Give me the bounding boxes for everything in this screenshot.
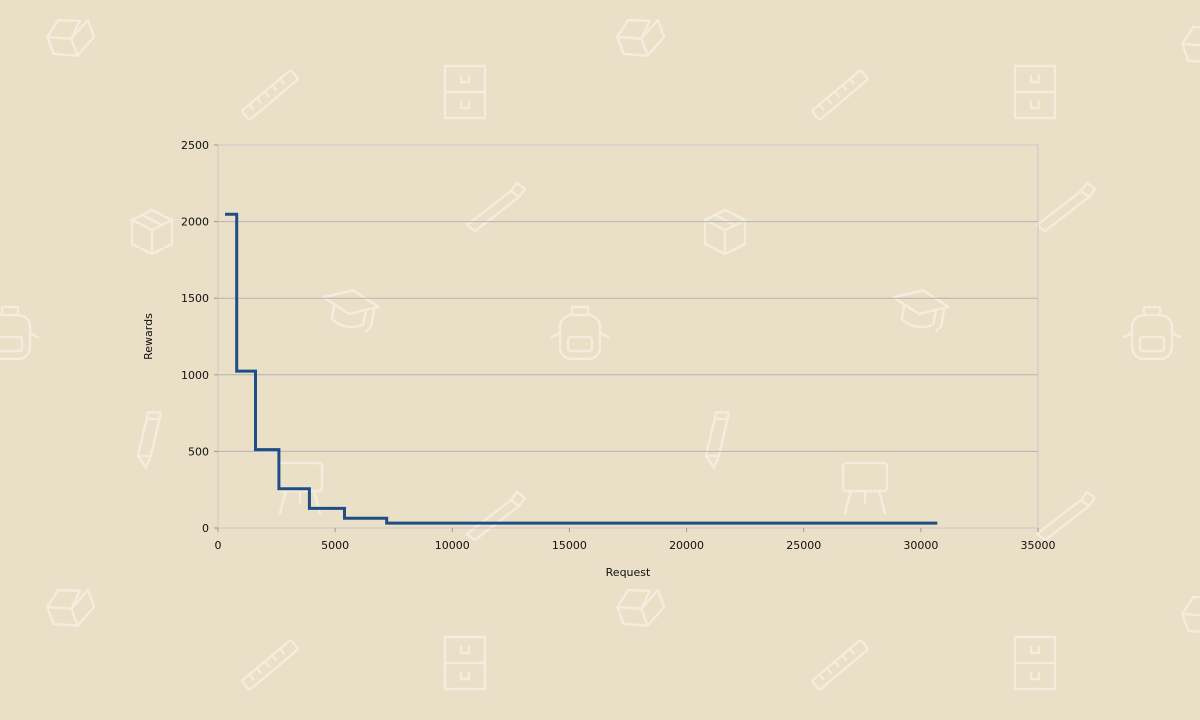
y-axis-title: Rewards [142,313,155,360]
x-tick-label: 5000 [321,539,349,552]
backpack-icon [550,305,610,361]
ruler-icon [811,639,869,691]
ruler-icon [241,69,299,121]
grid-lines [218,221,1038,529]
easel-icon [841,461,889,515]
book-icon [1181,595,1200,634]
series-group [225,212,938,525]
y-tick-label: 2000 [181,216,209,229]
graduation-cap-icon [892,289,950,333]
pencil-icon [136,411,163,470]
graduation-cap-icon [322,289,380,333]
pencil-icon [704,411,731,470]
drawer-icon [443,635,487,691]
pen-icon [1035,490,1097,542]
x-tick-label: 10000 [435,539,470,552]
drawer-icon [443,64,487,120]
book-icon [616,18,666,57]
x-tick-label: 15000 [552,539,587,552]
drawer-icon [1013,635,1057,691]
drawer-icon [1013,64,1057,120]
box-icon [703,208,747,256]
ruler-icon [811,69,869,121]
pen-icon [465,181,527,233]
x-axis-ticks: 0 5000 10000 15000 20000 25000 30000 35000 [215,528,1056,552]
x-tick-label: 35000 [1021,539,1056,552]
series-line-1 [225,212,938,525]
y-tick-label: 1000 [181,369,209,382]
y-tick-label: 2500 [181,139,209,152]
y-tick-label: 0 [202,522,209,535]
y-axis-ticks: 0 500 1000 1500 2000 2500 [181,139,218,535]
x-tick-label: 30000 [903,539,938,552]
book-icon [46,588,96,627]
ruler-icon [241,639,299,691]
plot-frame [217,144,1039,529]
pen-icon [1035,181,1097,233]
y-tick-label: 1500 [181,292,209,305]
book-icon [46,18,96,57]
pen-icon [465,490,527,542]
x-tick-label: 20000 [669,539,704,552]
x-axis-title: Request [606,566,651,579]
book-icon [1181,25,1200,64]
x-tick-label: 0 [215,539,222,552]
x-tick-label: 25000 [786,539,821,552]
backpack-icon [1122,305,1182,361]
backpack-icon [0,305,40,361]
box-icon [130,208,174,256]
y-tick-label: 500 [188,445,209,458]
book-icon [616,588,666,627]
